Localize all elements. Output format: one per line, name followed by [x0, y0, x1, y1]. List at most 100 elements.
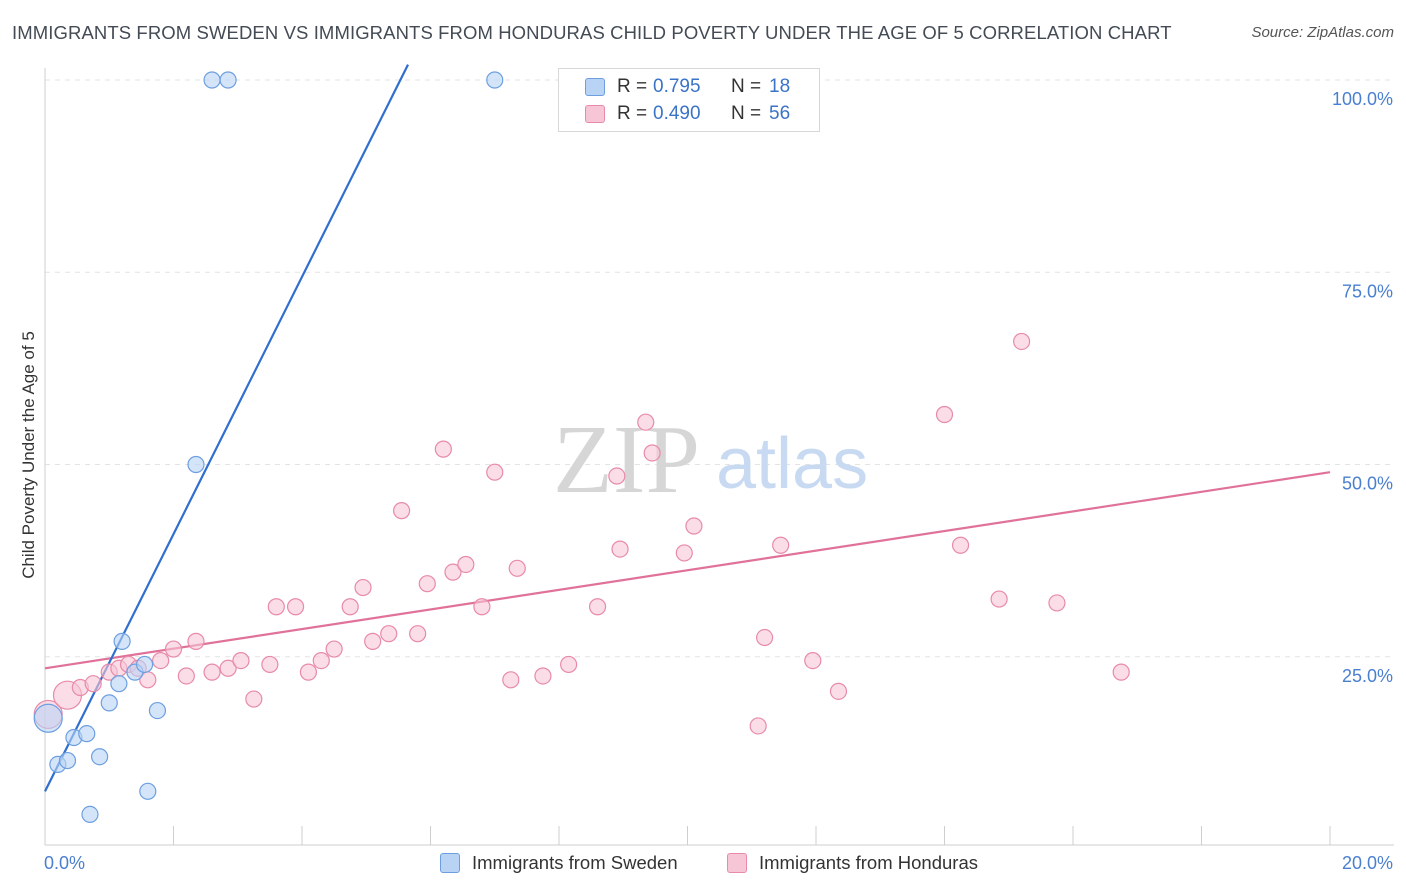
- y-axis-label: Child Poverty Under the Age of 5: [19, 331, 38, 579]
- honduras-point: [341, 598, 359, 616]
- legend-item-sweden: Immigrants from Sweden: [440, 852, 678, 874]
- honduras-point: [560, 655, 578, 674]
- honduras-point: [392, 502, 411, 520]
- sweden-points: [33, 71, 504, 823]
- legend-row-sweden: R = 0.795 N = 18: [585, 75, 790, 99]
- honduras-point: [637, 413, 655, 431]
- honduras-trend-line: [44, 471, 1331, 670]
- axes: [44, 68, 1394, 846]
- honduras-point: [177, 667, 195, 685]
- honduras-point: [364, 632, 382, 650]
- honduras-point: [508, 559, 526, 577]
- honduras-point: [164, 640, 183, 658]
- sweden-point: [148, 701, 167, 720]
- honduras-point: [152, 651, 170, 670]
- sweden-point: [139, 782, 157, 800]
- chart-title: IMMIGRANTS FROM SWEDEN VS IMMIGRANTS FRO…: [12, 22, 1172, 43]
- sweden-legend-swatch: [440, 853, 460, 873]
- legend-row-honduras: R = 0.490 N = 56: [585, 102, 790, 126]
- sweden-swatch: [585, 78, 605, 96]
- honduras-point: [829, 682, 848, 700]
- sweden-point: [113, 632, 131, 650]
- honduras-point: [935, 405, 954, 424]
- honduras-point: [749, 717, 767, 735]
- watermark-zip: ZIP: [553, 406, 700, 514]
- honduras-point: [434, 440, 452, 458]
- honduras-point: [409, 625, 427, 643]
- sweden-point: [78, 725, 96, 743]
- honduras-point: [203, 663, 221, 681]
- sweden-point: [486, 71, 504, 89]
- honduras-point: [325, 640, 343, 658]
- honduras-point: [643, 444, 661, 462]
- honduras-swatch: [585, 105, 605, 123]
- correlation-legend: R = 0.795 N = 18 R = 0.490 N = 56: [558, 68, 820, 132]
- honduras-point: [312, 651, 330, 670]
- series-legend: Immigrants from Sweden Immigrants from H…: [0, 852, 1406, 878]
- legend-n-label: N =: [731, 103, 762, 124]
- legend-label-honduras: Immigrants from Honduras: [759, 852, 978, 873]
- honduras-point: [804, 651, 822, 670]
- honduras-point: [755, 628, 774, 647]
- honduras-point: [486, 463, 504, 481]
- honduras-point: [418, 575, 436, 593]
- legend-r-value: 0.490: [653, 103, 701, 124]
- sweden-point: [135, 655, 154, 674]
- sweden-point: [33, 703, 63, 733]
- honduras-point: [534, 667, 552, 685]
- honduras-point: [1012, 332, 1031, 351]
- source-credit: Source: ZipAtlas.com: [1251, 24, 1394, 41]
- honduras-point: [772, 536, 790, 554]
- watermark-atlas: atlas: [716, 424, 868, 504]
- honduras-point: [502, 671, 520, 689]
- honduras-point: [1048, 594, 1066, 612]
- honduras-point: [380, 625, 398, 643]
- x-tick-label: 20.0%: [1342, 853, 1393, 873]
- y-tick-label: 25.0%: [1342, 666, 1393, 686]
- legend-n-value: 18: [769, 76, 791, 97]
- grid-lines: [45, 79, 1395, 658]
- sweden-point: [219, 71, 237, 89]
- watermark: ZIP atlas: [553, 406, 868, 514]
- honduras-point: [675, 544, 693, 562]
- honduras-point: [951, 536, 970, 554]
- legend-r-label: R =: [617, 76, 648, 97]
- legend-r-label: R =: [617, 103, 648, 124]
- honduras-point: [1112, 663, 1130, 681]
- honduras-point: [608, 467, 626, 485]
- sweden-point: [91, 748, 109, 766]
- legend-item-honduras: Immigrants from Honduras: [727, 852, 978, 874]
- legend-n-value: 56: [769, 103, 791, 124]
- honduras-point: [286, 598, 305, 616]
- sweden-point: [100, 694, 118, 712]
- honduras-point: [685, 517, 703, 535]
- y-tick-label: 75.0%: [1342, 281, 1393, 301]
- y-tick-label: 50.0%: [1342, 474, 1393, 494]
- honduras-point: [990, 590, 1008, 608]
- x-tick-label: 0.0%: [44, 853, 85, 873]
- honduras-point: [84, 675, 102, 693]
- honduras-point: [245, 690, 263, 708]
- honduras-point: [611, 540, 629, 558]
- sweden-point: [110, 675, 128, 693]
- honduras-point: [219, 659, 237, 677]
- honduras-point: [457, 555, 475, 574]
- honduras-points: [33, 332, 1130, 735]
- honduras-point: [232, 651, 250, 670]
- legend-n-label: N =: [731, 76, 762, 97]
- legend-r-value: 0.795: [653, 76, 701, 97]
- honduras-point: [267, 598, 285, 616]
- sweden-point: [81, 805, 99, 823]
- honduras-point: [354, 578, 372, 597]
- honduras-point: [299, 663, 318, 681]
- tick-labels: 25.0% 50.0% 75.0% 100.0% 0.0% 20.0%: [44, 89, 1393, 873]
- y-tick-label: 100.0%: [1332, 89, 1393, 109]
- honduras-point: [473, 598, 491, 616]
- legend-label-sweden: Immigrants from Sweden: [472, 852, 678, 873]
- honduras-legend-swatch: [727, 853, 747, 873]
- sweden-point: [203, 71, 221, 89]
- honduras-point: [261, 655, 279, 674]
- honduras-point: [588, 598, 607, 616]
- honduras-point: [444, 563, 462, 581]
